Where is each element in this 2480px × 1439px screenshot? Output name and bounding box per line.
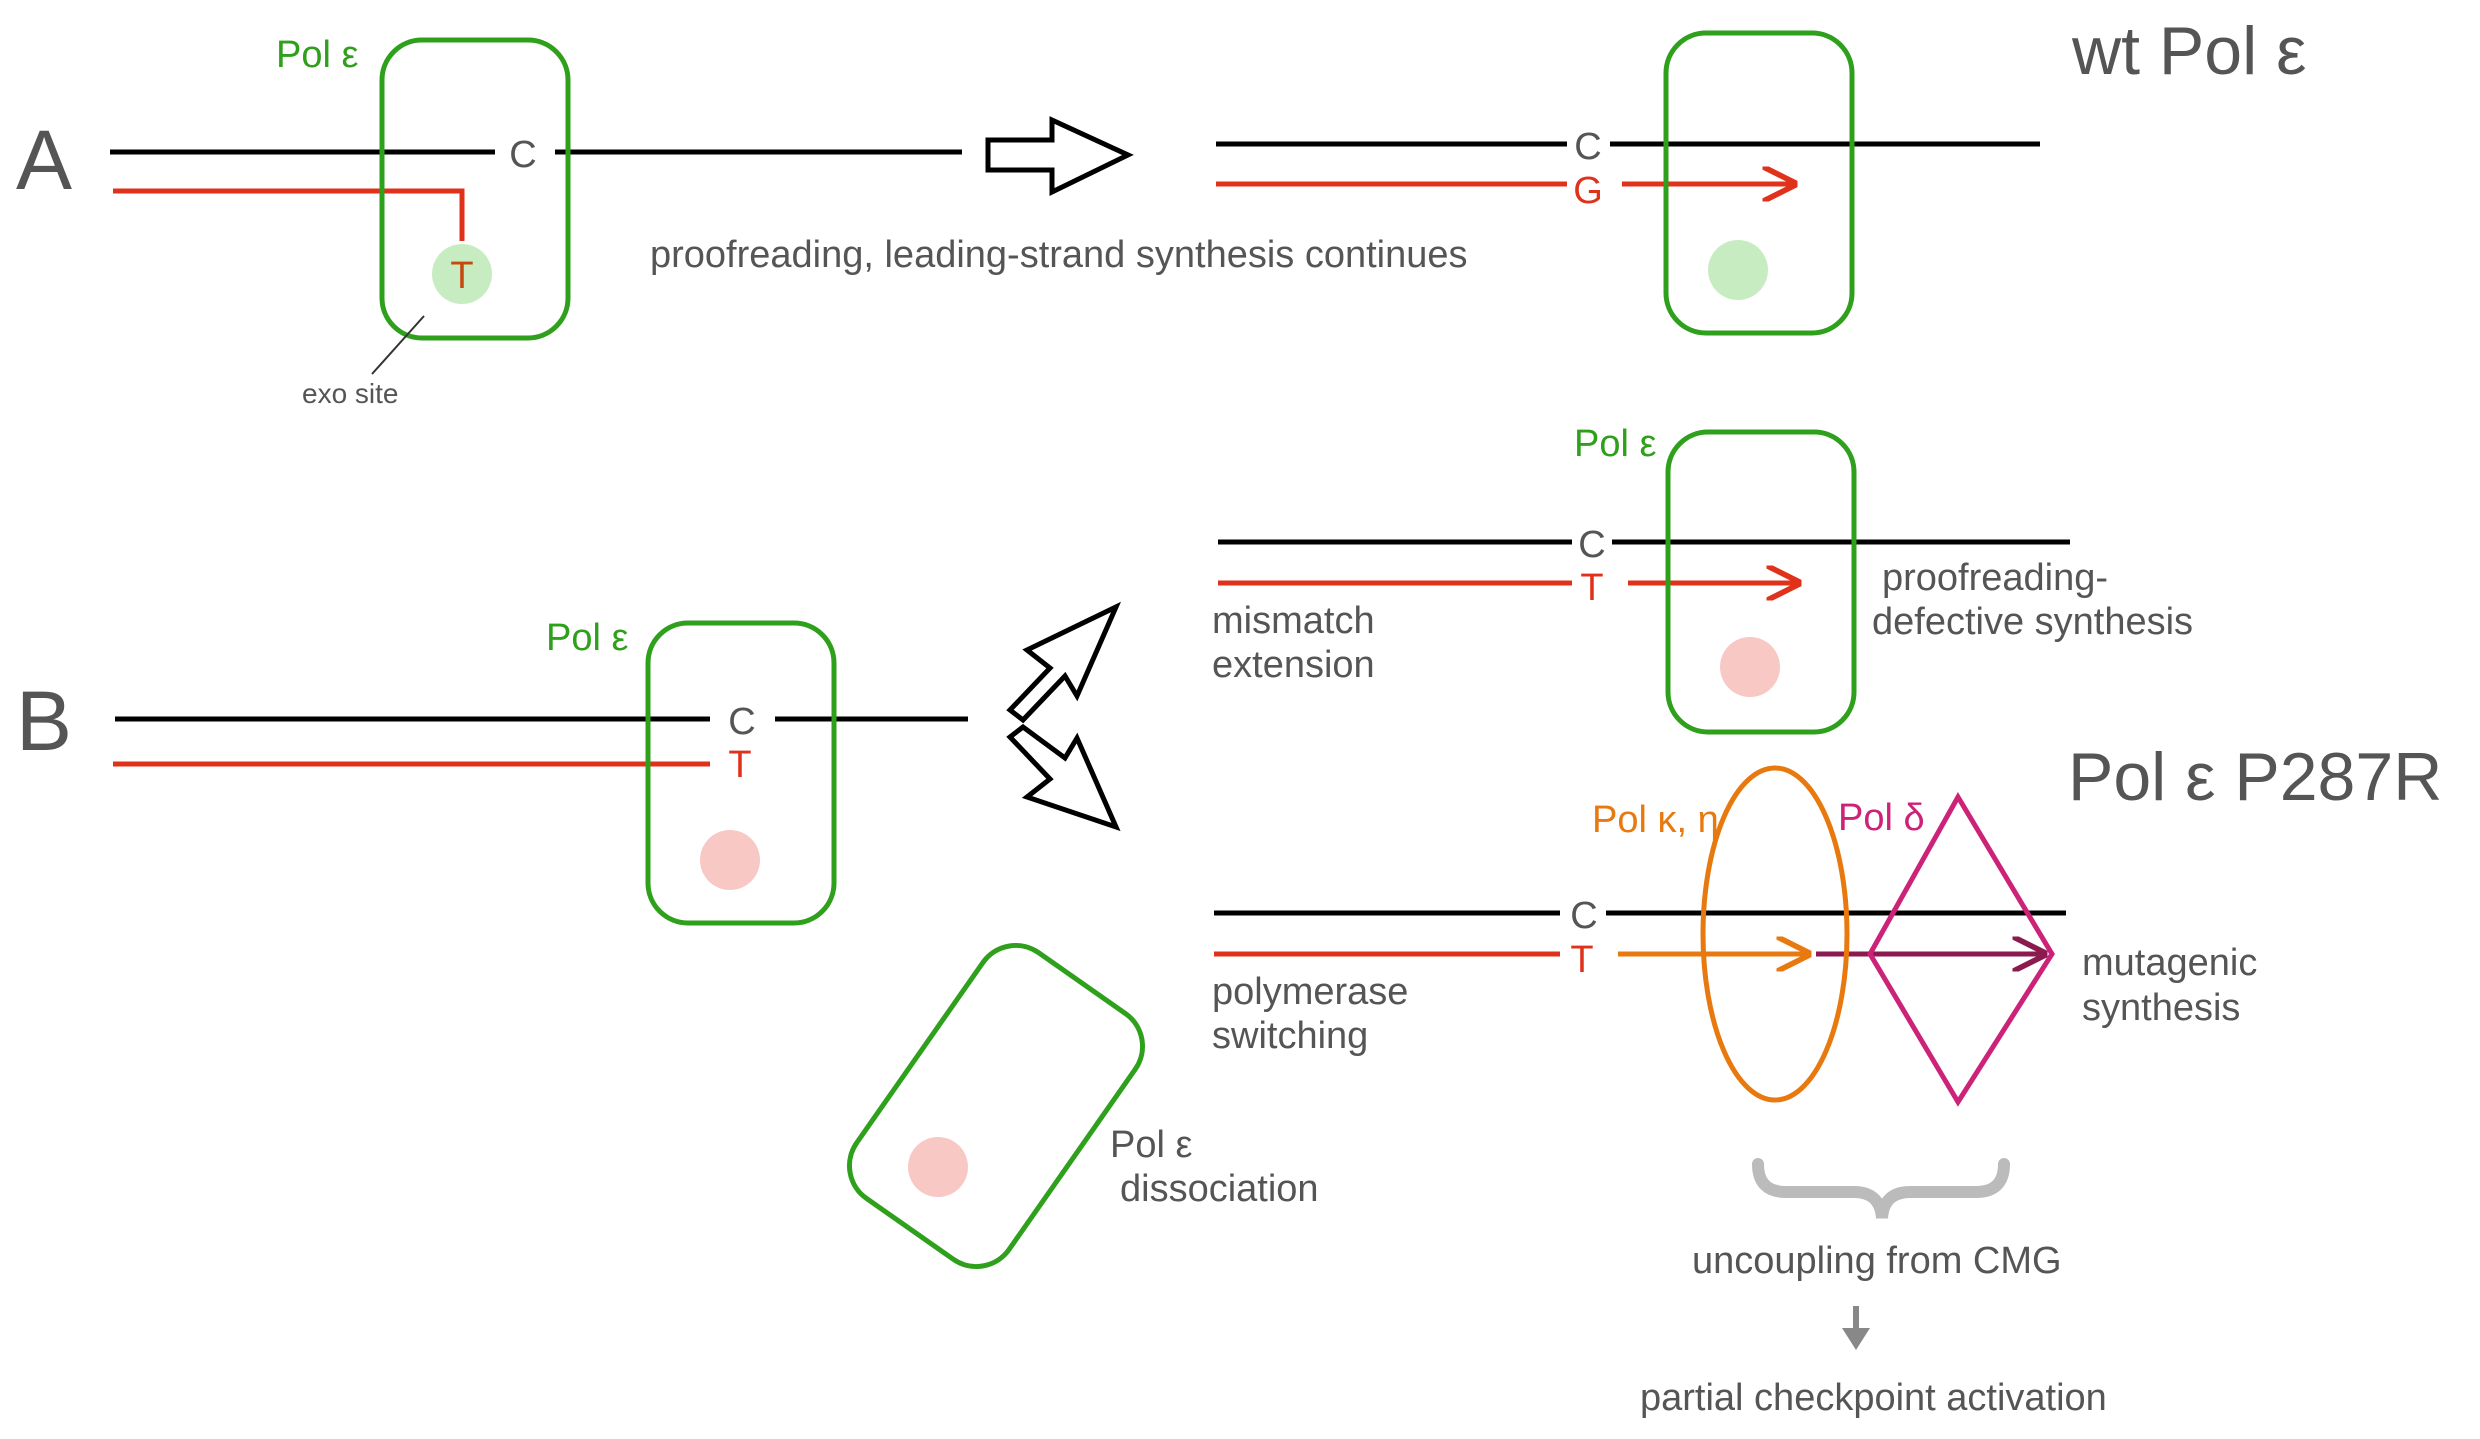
pol-epsilon-upper-label: Pol ε [1574, 423, 1656, 465]
polymerase-switching-label-2: switching [1212, 1015, 1368, 1057]
polymerase-switching-label-1: polymerase [1212, 971, 1408, 1013]
panel-a-template-base: C [509, 134, 536, 176]
panel-a-mismatch-base: T [450, 255, 473, 297]
upper-pol-epsilon-box [1665, 429, 1857, 735]
panel-a-transition-label: proofreading, leading-strand synthesis c… [650, 234, 1468, 276]
upper-nascent-base: T [1580, 567, 1603, 609]
branch-arrow-up [1006, 601, 1122, 724]
panel-a-title: wt Pol ε [2071, 13, 2306, 89]
pol-delta-shape [1867, 792, 2055, 1107]
mutagenic-synthesis-label-2: synthesis [2082, 987, 2240, 1029]
upper-exo-site-defective [1720, 637, 1780, 697]
panel-a-nascent-strand [113, 188, 465, 241]
panel-b-template-base: C [728, 701, 755, 743]
panel-a-transition-arrow [985, 116, 1134, 196]
panel-b-letter: B [16, 674, 72, 768]
uncoupling-label: uncoupling from CMG [1692, 1240, 2062, 1282]
upper-template-base: C [1578, 524, 1605, 566]
proofreading-defective-label-1: proofreading- [1882, 557, 2108, 599]
lower-template-base: C [1570, 895, 1597, 937]
pol-kappa-eta-label: Pol κ, η [1592, 799, 1719, 841]
dissociation-label-2: dissociation [1120, 1168, 1319, 1210]
dissociated-exo-site [908, 1137, 968, 1197]
panel-b-exo-site-defective [700, 830, 760, 890]
panel-b-pol-label: Pol ε [546, 617, 628, 659]
panel-a-result-pol-box [1663, 30, 1855, 336]
panel-a-pol-label: Pol ε [276, 34, 358, 76]
uncoupling-brace [1752, 1158, 2010, 1219]
panel-a-letter: A [16, 113, 72, 207]
mutagenic-synthesis-label-1: mutagenic [2082, 942, 2257, 984]
exo-site-label: exo site [302, 378, 399, 409]
panel-b-mismatch-base: T [728, 744, 751, 786]
exo-site-pointer [371, 315, 425, 375]
panel-a-pol-epsilon-box [379, 37, 571, 341]
panel-a-result-exo-site [1708, 240, 1768, 300]
pol-kappa-eta-shape [1700, 765, 1850, 1103]
panel-a-result-template-base: C [1574, 126, 1601, 168]
mismatch-extension-label-1: mismatch [1212, 600, 1375, 642]
branch-arrow-down [1006, 723, 1121, 832]
dissociated-pol-epsilon-box [846, 942, 1146, 1270]
checkpoint-label: partial checkpoint activation [1640, 1377, 2107, 1419]
dissociation-label-1: Pol ε [1110, 1124, 1192, 1166]
panel-b-pol-epsilon-box [645, 620, 837, 926]
checkpoint-arrow-head [1842, 1328, 1870, 1350]
mismatch-extension-label-2: extension [1212, 644, 1375, 686]
panel-a-exo-site [432, 244, 492, 304]
panel-b-title: Pol ε P287R [2068, 739, 2442, 815]
proofreading-defective-label-2: defective synthesis [1872, 601, 2193, 643]
pol-delta-label: Pol δ [1838, 797, 1925, 839]
lower-nascent-base: T [1570, 939, 1593, 981]
panel-a-result-nascent-base: G [1573, 170, 1603, 212]
